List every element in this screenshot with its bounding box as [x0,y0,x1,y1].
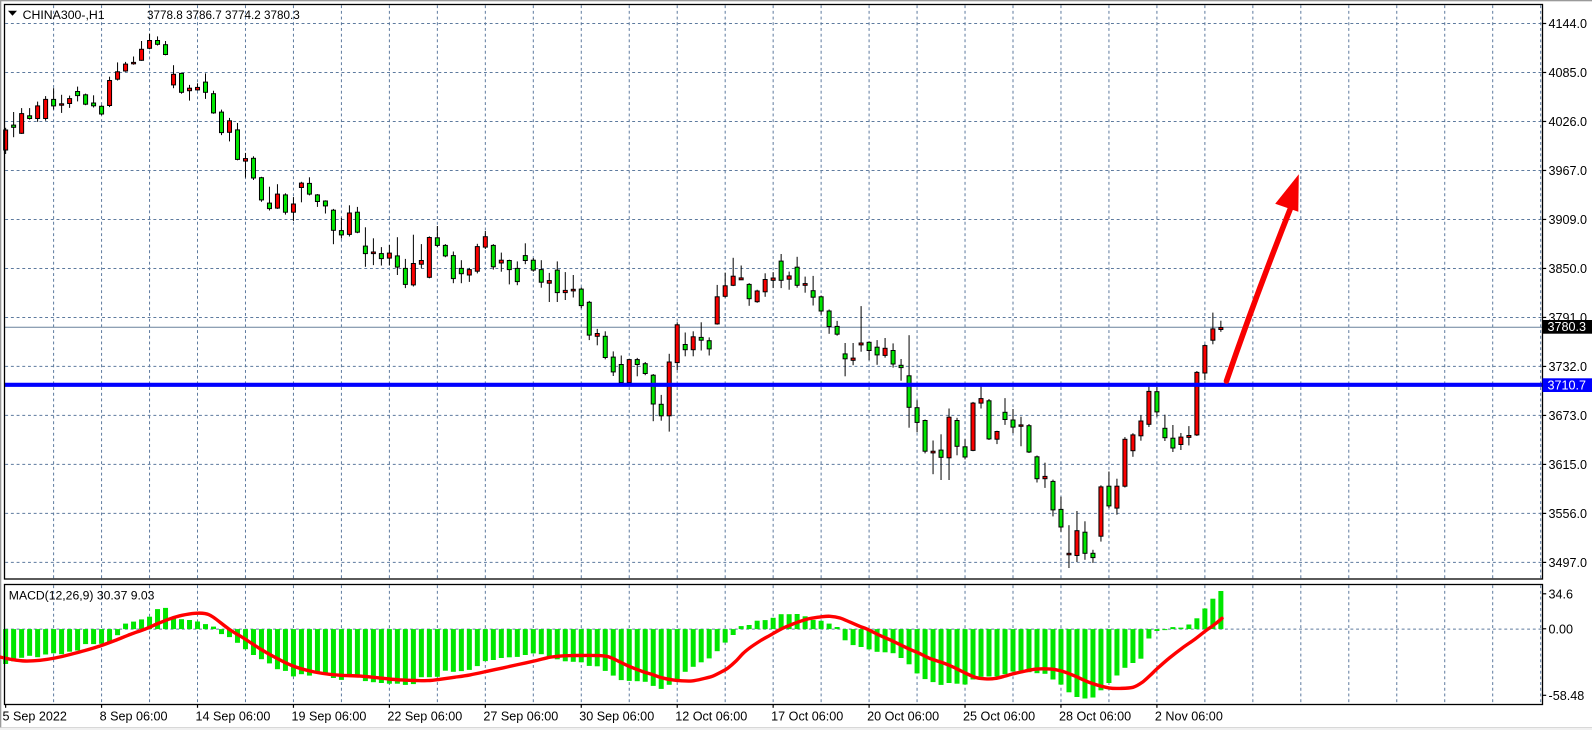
svg-text:30 Sep 06:00: 30 Sep 06:00 [579,710,654,724]
svg-text:5 Sep 2022: 5 Sep 2022 [3,710,67,724]
svg-text:3556.0: 3556.0 [1549,507,1588,521]
svg-text:-58.48: -58.48 [1549,689,1585,703]
svg-text:3615.0: 3615.0 [1549,458,1588,472]
svg-text:4144.0: 4144.0 [1549,17,1588,31]
svg-text:3497.0: 3497.0 [1549,556,1588,570]
svg-text:28 Oct 06:00: 28 Oct 06:00 [1059,710,1131,724]
svg-text:3780.3: 3780.3 [1548,320,1587,334]
svg-text:2 Nov 06:00: 2 Nov 06:00 [1155,710,1223,724]
svg-text:4085.0: 4085.0 [1549,66,1588,80]
svg-text:22 Sep 06:00: 22 Sep 06:00 [387,710,462,724]
svg-text:3732.0: 3732.0 [1549,360,1588,374]
svg-text:19 Sep 06:00: 19 Sep 06:00 [291,710,366,724]
svg-text:3710.7: 3710.7 [1548,378,1587,392]
svg-text:27 Sep 06:00: 27 Sep 06:00 [483,710,558,724]
svg-text:20 Oct 06:00: 20 Oct 06:00 [867,710,939,724]
svg-text:12 Oct 06:00: 12 Oct 06:00 [675,710,747,724]
svg-text:3967.0: 3967.0 [1549,164,1588,178]
svg-text:MACD(12,26,9) 30.37 9.03: MACD(12,26,9) 30.37 9.03 [9,589,155,603]
svg-text:34.6: 34.6 [1549,587,1574,601]
svg-text:3850.0: 3850.0 [1549,262,1588,276]
svg-text:25 Oct 06:00: 25 Oct 06:00 [963,710,1035,724]
svg-text:0.00: 0.00 [1549,622,1574,636]
svg-text:4026.0: 4026.0 [1549,115,1588,129]
svg-text:8 Sep 06:00: 8 Sep 06:00 [100,710,168,724]
svg-text:14 Sep 06:00: 14 Sep 06:00 [196,710,271,724]
svg-text:17 Oct 06:00: 17 Oct 06:00 [771,710,843,724]
svg-text:3778.8 3786.7 3774.2 3780.3: 3778.8 3786.7 3774.2 3780.3 [147,9,300,22]
svg-text:3909.0: 3909.0 [1549,213,1588,227]
svg-text:3673.0: 3673.0 [1549,409,1588,423]
svg-text:CHINA300-,H1: CHINA300-,H1 [23,8,105,22]
